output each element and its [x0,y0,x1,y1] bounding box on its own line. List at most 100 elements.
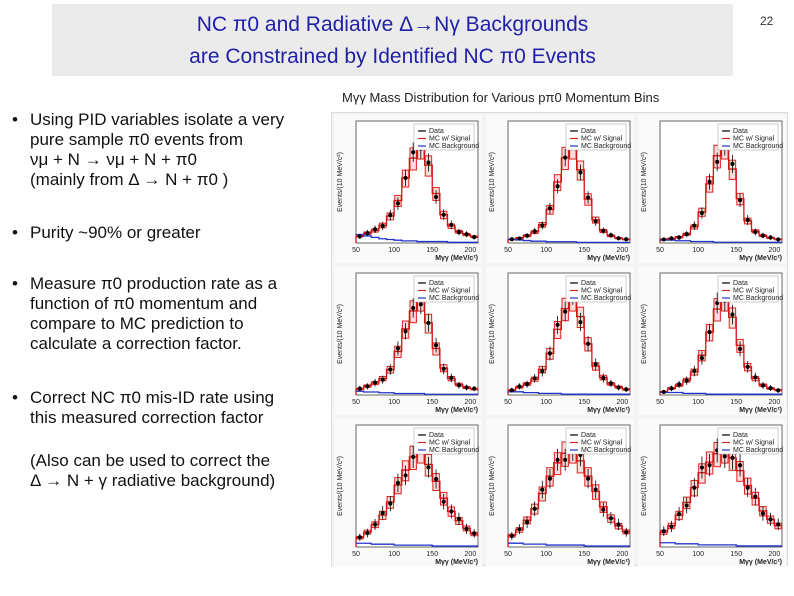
y-axis-title: Events/(10 MeV/c²) [489,456,496,516]
data-point [403,175,408,181]
data-point [472,234,477,240]
legend-label: MC w/ Signal [733,136,775,143]
data-point [624,237,629,242]
x-tick-label: 200 [617,247,629,254]
histogram-panel-1: Data MC w/ Signal MC Background 50 100 150 200… [334,115,482,263]
data-point [684,503,689,508]
legend-label: MC w/ Signal [733,288,775,295]
mc-background-line [356,542,478,547]
data-point [388,213,393,218]
bullet-dot: • [12,274,18,293]
data-point [426,465,431,470]
bullet-3-line-2: function of π0 momentum and [30,294,258,313]
data-point [737,346,743,351]
data-point [661,389,666,395]
bullet-1-line-1: Using PID variables isolate a very [30,110,285,129]
data-point [388,501,393,506]
histogram-panel-9: Data MC w/ Signal MC Background 50 100 150 200… [638,419,786,567]
data-point [745,485,750,490]
x-tick-label: 50 [504,551,512,558]
data-point [768,235,773,240]
data-point [585,195,591,200]
mc-background-line [508,238,630,244]
data-point [753,494,758,499]
data-point [760,511,766,516]
x-axis-title: Mγγ (MeV/c²) [587,407,630,414]
x-axis-title: Mγγ (MeV/c²) [435,559,478,566]
histogram-panel-8: Data MC w/ Signal MC Background 50 100 150 200… [486,419,634,567]
data-point [585,476,591,481]
data-point [601,228,606,233]
x-tick-label: 100 [692,551,704,558]
data-point [403,473,408,478]
x-tick-label: 200 [617,399,629,406]
legend-label: MC Background [733,447,783,454]
legend-label: Data [429,128,444,135]
slide-number: 22 [760,14,774,28]
x-tick-label: 50 [504,399,512,406]
x-tick-label: 100 [388,399,400,406]
data-point [753,375,758,380]
data-point [411,150,416,155]
data-point [411,305,416,311]
mc-background-line [356,390,478,395]
y-axis-title: Events/(10 MeV/c²) [337,304,344,364]
x-tick-label: 150 [426,551,438,558]
data-point [608,516,614,521]
x-axis-title: Mγγ (MeV/c²) [739,559,782,566]
x-tick-label: 150 [578,399,590,406]
mc-background-line [508,542,630,547]
x-tick-label: 100 [540,247,552,254]
x-tick-label: 50 [656,551,664,558]
data-point [676,382,682,387]
data-point [426,160,431,165]
data-point [715,159,720,164]
x-tick-label: 100 [540,551,552,558]
data-point [555,184,560,189]
data-point [433,343,439,348]
y-axis-title: Events/(10 MeV/c²) [489,304,496,364]
data-point [692,368,697,374]
data-point [707,179,712,184]
x-axis-title: Mγγ (MeV/c²) [587,559,630,566]
data-point [357,535,362,540]
data-point [464,385,469,390]
data-point [456,383,462,388]
data-point [555,322,560,327]
data-point [676,511,682,517]
note-line-2: Δ → N + γ radiative background) [30,471,276,490]
data-point [563,309,568,314]
bullet-1-line-2: pure sample π0 events from [30,130,243,149]
data-point [357,386,362,391]
legend-label: MC Background [429,447,479,454]
data-point [540,369,545,374]
data-point [616,522,621,527]
data-point [532,229,537,234]
legend-label: MC Background [581,447,631,454]
data-point [365,230,370,236]
x-tick-label: 200 [465,551,477,558]
x-tick-label: 150 [578,247,590,254]
y-axis-title: Events/(10 MeV/c²) [641,152,648,212]
mc-background-line [508,391,630,395]
legend-label: MC w/ Signal [581,288,623,295]
data-point [472,386,477,391]
data-point [524,382,530,387]
histogram-panel-6: Data MC w/ Signal MC Background 50 100 150 200… [638,267,786,415]
histogram-grid: Data MC w/ Signal MC Background 50 100 150 200… [331,112,788,567]
histogram-panel-2: Data MC w/ Signal MC Background 50 100 150 200… [486,115,634,263]
data-point [357,234,362,239]
x-axis-title: Mγγ (MeV/c²) [435,407,478,414]
data-point [517,384,522,389]
data-point [441,212,446,217]
data-point [403,329,408,334]
data-point [776,522,781,527]
data-point [388,367,393,372]
data-point [456,229,462,235]
